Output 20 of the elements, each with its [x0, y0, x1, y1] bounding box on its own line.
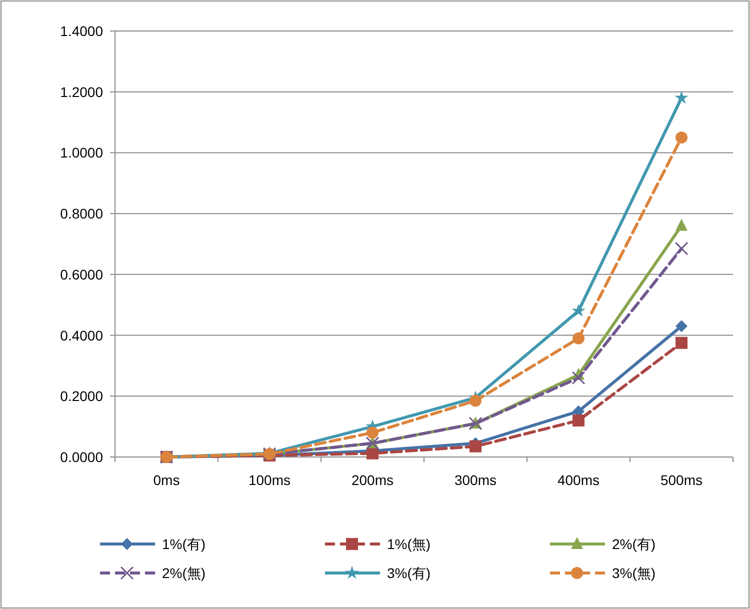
x-tick-label: 400ms — [557, 472, 600, 488]
legend-label: 3%(無) — [612, 565, 656, 581]
legend-label: 3%(有) — [387, 565, 431, 581]
legend-label: 2%(無) — [162, 565, 206, 581]
y-tick-label: 0.0000 — [60, 449, 104, 465]
y-tick-label: 0.6000 — [60, 266, 104, 282]
y-tick-label: 1.0000 — [60, 144, 104, 161]
y-tick-label: 0.2000 — [60, 388, 104, 404]
y-tick-label: 0.4000 — [60, 327, 104, 344]
y-tick-label: 1.2000 — [60, 84, 104, 100]
x-tick-label: 300ms — [454, 472, 497, 488]
x-tick-label: 500ms — [660, 472, 703, 488]
y-tick-label: 0.8000 — [60, 206, 104, 222]
legend-label: 1%(有) — [162, 536, 206, 552]
x-tick-label: 200ms — [351, 472, 394, 488]
legend-label: 2%(有) — [612, 536, 656, 552]
y-tick-label: 1.4000 — [60, 23, 104, 39]
x-tick-label: 0ms — [153, 472, 180, 488]
legend-label: 1%(無) — [387, 536, 431, 552]
x-tick-label: 100ms — [248, 472, 291, 488]
